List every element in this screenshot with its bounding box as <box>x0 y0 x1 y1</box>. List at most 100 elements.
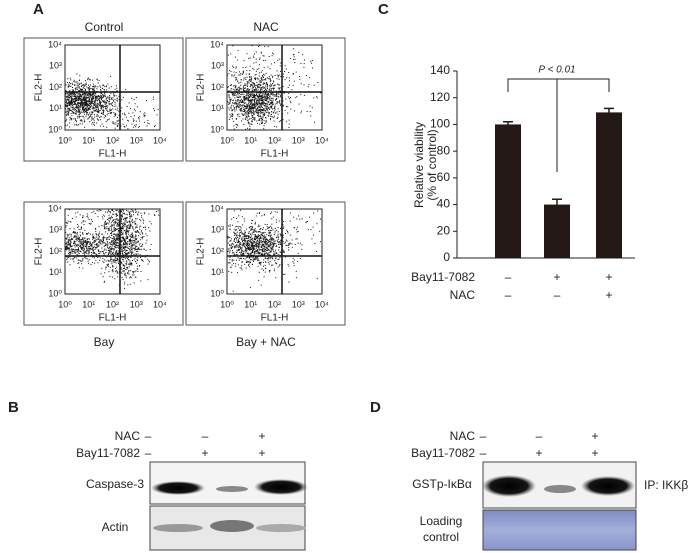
event-dot <box>69 100 70 101</box>
event-dot <box>65 93 66 94</box>
event-dot <box>133 237 134 238</box>
event-dot <box>238 241 239 242</box>
event-dot <box>133 127 134 128</box>
event-dot <box>134 249 135 250</box>
event-dot <box>65 249 66 250</box>
event-dot <box>69 247 70 248</box>
event-dot <box>126 214 127 215</box>
event-dot <box>151 223 152 224</box>
event-dot <box>265 247 266 248</box>
event-dot <box>272 76 273 77</box>
event-dot <box>256 231 257 232</box>
event-dot <box>121 269 122 270</box>
event-dot <box>117 117 118 118</box>
event-dot <box>94 101 95 102</box>
event-dot <box>250 104 251 105</box>
event-dot <box>135 236 136 237</box>
event-dot <box>90 116 91 117</box>
event-dot <box>79 80 80 81</box>
event-dot <box>91 254 92 255</box>
event-dot <box>108 254 109 255</box>
event-dot <box>238 90 239 91</box>
event-dot <box>260 116 261 117</box>
event-dot <box>263 251 264 252</box>
event-dot <box>286 69 287 70</box>
event-dot <box>129 212 130 213</box>
event-dot <box>115 124 116 125</box>
event-dot <box>250 247 251 248</box>
event-dot <box>252 240 253 241</box>
event-dot <box>278 108 279 109</box>
event-dot <box>98 96 99 97</box>
event-dot <box>313 97 314 98</box>
event-dot <box>270 88 271 89</box>
event-dot <box>260 95 261 96</box>
event-dot <box>113 93 114 94</box>
event-dot <box>84 127 85 128</box>
event-dot <box>132 253 133 254</box>
event-dot <box>131 237 132 238</box>
event-dot <box>133 221 134 222</box>
event-dot <box>234 90 235 91</box>
event-dot <box>257 213 258 214</box>
event-dot <box>240 229 241 230</box>
event-dot <box>135 258 136 259</box>
event-dot <box>237 246 238 247</box>
event-dot <box>257 102 258 103</box>
event-dot <box>110 237 111 238</box>
event-dot <box>227 101 228 102</box>
event-dot <box>228 97 229 98</box>
event-dot <box>269 232 270 233</box>
event-dot <box>135 245 136 246</box>
event-dot <box>83 116 84 117</box>
event-dot <box>94 95 95 96</box>
event-dot <box>133 229 134 230</box>
event-dot <box>83 221 84 222</box>
event-dot <box>89 259 90 260</box>
event-dot <box>300 112 301 113</box>
event-dot <box>252 229 253 230</box>
event-dot <box>95 86 96 87</box>
event-dot <box>248 103 249 104</box>
event-dot <box>129 266 130 267</box>
event-dot <box>238 75 239 76</box>
event-dot <box>123 244 124 245</box>
event-dot <box>261 88 262 89</box>
event-dot <box>233 263 234 264</box>
event-dot <box>266 83 267 84</box>
event-dot <box>249 261 250 262</box>
event-dot <box>66 106 67 107</box>
event-dot <box>88 108 89 109</box>
event-dot <box>100 251 101 252</box>
event-dot <box>239 101 240 102</box>
event-dot <box>259 263 260 264</box>
event-dot <box>246 113 247 114</box>
event-dot <box>101 225 102 226</box>
event-dot <box>265 100 266 101</box>
event-dot <box>87 233 88 234</box>
event-dot <box>83 87 84 88</box>
event-dot <box>115 102 116 103</box>
event-dot <box>115 128 116 129</box>
event-dot <box>268 230 269 231</box>
event-dot <box>252 121 253 122</box>
event-dot <box>263 240 264 241</box>
plot-title: NAC <box>253 20 279 34</box>
event-dot <box>110 103 111 104</box>
event-dot <box>100 110 101 111</box>
event-dot <box>241 239 242 240</box>
event-dot <box>242 241 243 242</box>
event-dot <box>267 108 268 109</box>
event-dot <box>290 101 291 102</box>
event-dot <box>234 74 235 75</box>
event-dot <box>259 99 260 100</box>
event-dot <box>244 233 245 234</box>
event-dot <box>253 107 254 108</box>
event-dot <box>259 75 260 76</box>
event-dot <box>149 261 150 262</box>
event-dot <box>279 264 280 265</box>
event-dot <box>131 116 132 117</box>
event-dot <box>79 96 80 97</box>
event-dot <box>104 129 105 130</box>
event-dot <box>89 117 90 118</box>
